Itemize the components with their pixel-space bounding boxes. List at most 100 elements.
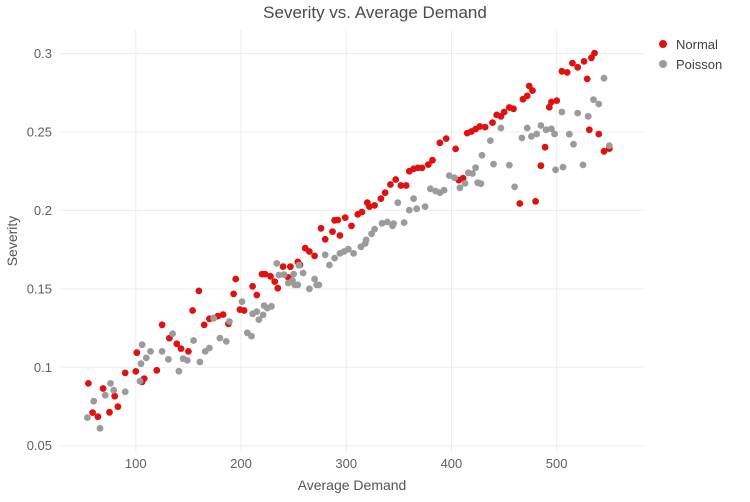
point-poisson[interactable] (196, 358, 204, 366)
point-normal[interactable] (348, 222, 355, 230)
point-poisson[interactable] (138, 341, 146, 349)
point-normal[interactable] (253, 291, 261, 299)
point-normal[interactable] (381, 189, 389, 197)
point-normal[interactable] (523, 92, 531, 100)
point-poisson[interactable] (147, 348, 154, 355)
point-poisson[interactable] (321, 251, 329, 259)
point-normal[interactable] (387, 181, 394, 188)
point-normal[interactable] (541, 143, 549, 151)
point-poisson[interactable] (394, 199, 402, 207)
point-poisson[interactable] (190, 337, 198, 344)
point-poisson[interactable] (294, 281, 302, 289)
point-poisson[interactable] (559, 163, 567, 171)
point-normal[interactable] (424, 161, 432, 169)
point-poisson[interactable] (497, 124, 505, 132)
point-poisson[interactable] (259, 311, 267, 319)
point-poisson[interactable] (542, 126, 550, 134)
point-poisson[interactable] (248, 332, 255, 340)
point-poisson[interactable] (551, 130, 558, 138)
point-poisson[interactable] (413, 205, 421, 213)
point-normal[interactable] (267, 272, 274, 280)
point-normal[interactable] (510, 105, 517, 113)
point-normal[interactable] (574, 63, 582, 71)
point-poisson[interactable] (440, 186, 448, 194)
point-poisson[interactable] (383, 218, 391, 226)
point-poisson[interactable] (574, 109, 582, 117)
point-poisson[interactable] (299, 269, 307, 277)
point-normal[interactable] (200, 321, 208, 329)
point-poisson[interactable] (295, 261, 303, 269)
point-poisson[interactable] (400, 219, 408, 227)
point-poisson[interactable] (487, 137, 494, 145)
point-normal[interactable] (279, 263, 287, 270)
point-poisson[interactable] (477, 180, 485, 188)
point-poisson[interactable] (478, 151, 486, 159)
point-poisson[interactable] (595, 100, 603, 108)
point-normal[interactable] (232, 275, 240, 283)
point-poisson[interactable] (326, 261, 333, 269)
point-normal[interactable] (563, 69, 571, 76)
point-normal[interactable] (195, 287, 203, 295)
point-poisson[interactable] (461, 180, 469, 187)
point-normal[interactable] (558, 67, 566, 75)
point-poisson[interactable] (548, 125, 555, 133)
point-poisson[interactable] (537, 122, 545, 129)
point-normal[interactable] (114, 403, 122, 411)
point-poisson[interactable] (273, 260, 281, 267)
point-normal[interactable] (452, 145, 459, 153)
point-normal[interactable] (271, 278, 279, 285)
point-poisson[interactable] (605, 142, 613, 150)
point-normal[interactable] (585, 126, 593, 134)
point-poisson[interactable] (226, 318, 233, 325)
point-normal[interactable] (553, 97, 561, 104)
point-poisson[interactable] (255, 316, 263, 323)
point-normal[interactable] (94, 413, 102, 421)
point-normal[interactable] (99, 385, 107, 392)
point-poisson[interactable] (518, 134, 526, 142)
point-normal[interactable] (89, 409, 96, 416)
point-poisson[interactable] (371, 225, 378, 233)
point-normal[interactable] (459, 174, 467, 182)
point-poisson[interactable] (169, 330, 177, 338)
point-poisson[interactable] (469, 170, 476, 177)
point-normal[interactable] (158, 321, 166, 329)
point-poisson[interactable] (90, 397, 98, 405)
point-normal[interactable] (500, 108, 508, 116)
point-poisson[interactable] (290, 270, 297, 278)
point-poisson[interactable] (378, 219, 386, 227)
point-poisson[interactable] (331, 254, 338, 262)
point-normal[interactable] (219, 311, 227, 318)
point-poisson[interactable] (558, 108, 566, 116)
point-normal[interactable] (436, 139, 444, 147)
point-normal[interactable] (548, 98, 555, 106)
point-poisson[interactable] (570, 140, 577, 148)
point-poisson[interactable] (579, 161, 587, 169)
point-normal[interactable] (442, 135, 450, 143)
point-poisson[interactable] (216, 334, 224, 342)
point-poisson[interactable] (511, 183, 518, 191)
point-normal[interactable] (358, 208, 366, 216)
point-poisson[interactable] (268, 302, 275, 310)
point-normal[interactable] (545, 103, 553, 111)
point-poisson[interactable] (315, 281, 323, 289)
point-normal[interactable] (177, 345, 185, 352)
point-normal[interactable] (537, 162, 545, 170)
point-poisson[interactable] (405, 206, 413, 214)
point-poisson[interactable] (165, 355, 172, 363)
point-normal[interactable] (106, 408, 113, 416)
point-poisson[interactable] (280, 271, 288, 279)
point-normal[interactable] (185, 348, 192, 355)
point-poisson[interactable] (472, 164, 479, 172)
point-poisson[interactable] (137, 360, 145, 368)
point-poisson[interactable] (523, 124, 531, 132)
point-normal[interactable] (397, 182, 405, 189)
point-poisson[interactable] (275, 271, 283, 279)
point-poisson[interactable] (142, 354, 150, 362)
point-poisson[interactable] (136, 377, 144, 385)
point-poisson[interactable] (456, 184, 464, 192)
point-poisson[interactable] (183, 357, 191, 364)
point-normal[interactable] (392, 176, 400, 183)
point-normal[interactable] (329, 228, 336, 236)
point-normal[interactable] (249, 282, 256, 290)
point-poisson[interactable] (528, 133, 535, 140)
